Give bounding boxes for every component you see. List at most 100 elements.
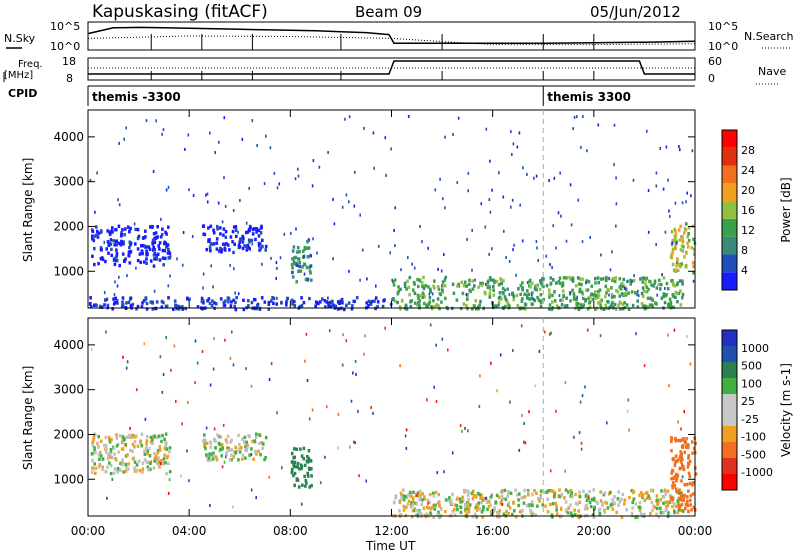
power-cell <box>250 300 254 305</box>
velocity-cell <box>551 502 555 506</box>
velocity-cell <box>677 420 679 424</box>
velocity-cell <box>115 433 118 437</box>
power-cell <box>619 301 622 305</box>
power-cell <box>291 266 294 270</box>
velocity-cell <box>662 501 665 505</box>
velocity-cell <box>680 494 684 498</box>
power-cell <box>535 283 539 288</box>
velocity-cell <box>402 488 405 492</box>
power-cell <box>318 165 321 169</box>
velocity-cell <box>631 506 634 510</box>
power-cell <box>691 149 694 153</box>
velocity-cell <box>261 446 264 450</box>
power-cell <box>112 239 115 243</box>
power-cell <box>675 264 678 268</box>
power-cell <box>162 128 165 132</box>
velocity-cell <box>626 409 629 413</box>
power-cell <box>192 194 195 197</box>
velocity-cell <box>160 462 162 466</box>
power-cell <box>298 250 301 254</box>
power-cell <box>116 284 119 288</box>
power-cell <box>325 300 328 304</box>
power-cell <box>248 186 250 190</box>
power-cell <box>648 279 651 284</box>
velocity-cell <box>687 509 690 514</box>
power-cell <box>492 293 496 297</box>
velocity-cell <box>250 488 253 492</box>
velocity-cell <box>238 450 242 454</box>
velocity-cell <box>308 485 311 489</box>
power-cell <box>109 238 113 242</box>
power-cell <box>495 304 498 308</box>
power-cell <box>555 246 557 250</box>
velocity-cell <box>226 434 230 439</box>
power-cell <box>674 229 677 234</box>
power-cell <box>118 275 120 279</box>
power-cell <box>264 244 268 249</box>
time-tick-label: 20:00 <box>577 524 612 538</box>
velocity-cell <box>517 503 520 508</box>
velocity-cell <box>122 355 124 359</box>
power-cell <box>136 247 140 251</box>
power-cell <box>93 262 96 267</box>
velocity-cell <box>620 497 623 502</box>
power-cell <box>502 291 505 296</box>
nave-tick-top: 60 <box>708 55 722 68</box>
velocity-cell <box>124 454 128 458</box>
power-cell <box>637 294 640 298</box>
velocity-cell <box>689 498 692 503</box>
power-cell <box>224 229 228 234</box>
power-cell <box>377 244 380 248</box>
velocity-cell <box>297 485 301 489</box>
velocity-cell <box>655 501 659 506</box>
velocity-cell <box>638 505 642 510</box>
velocity-cell <box>605 501 609 505</box>
velocity-cell <box>541 503 544 507</box>
velocity-cell <box>105 446 108 451</box>
power-cell <box>548 179 550 182</box>
velocity-cell <box>521 509 524 513</box>
velocity-cell <box>511 512 514 517</box>
power-cell <box>577 198 579 202</box>
power-cell <box>500 281 503 286</box>
colorbar-swatch <box>722 346 737 362</box>
velocity-cell <box>425 505 429 509</box>
power-cell <box>207 239 210 243</box>
velocity-cell <box>241 437 244 441</box>
power-cell <box>136 236 140 241</box>
power-cell <box>290 298 294 302</box>
power-cell <box>241 240 245 244</box>
velocity-cell <box>148 454 152 458</box>
power-cell <box>613 123 616 127</box>
power-cell <box>641 280 645 284</box>
power-cell <box>373 299 376 303</box>
velocity-cell <box>659 510 663 515</box>
power-cell <box>434 303 438 307</box>
velocity-cell <box>238 442 241 447</box>
velocity-cell <box>466 501 470 505</box>
velocity-cell <box>409 504 413 508</box>
power-cell <box>545 254 548 258</box>
velocity-cell <box>113 467 117 471</box>
velocity-cell <box>603 491 607 495</box>
power-cell <box>616 290 620 294</box>
velocity-cell <box>603 508 606 512</box>
velocity-cell <box>490 493 494 497</box>
power-cell <box>392 283 396 287</box>
power-cell <box>686 245 690 249</box>
power-cell <box>208 245 212 250</box>
colorbar-swatch <box>722 272 737 290</box>
power-cell <box>553 290 556 294</box>
power-cell <box>164 230 167 234</box>
velocity-cell <box>655 506 659 511</box>
power-cell <box>163 241 166 246</box>
power-cell <box>527 292 531 297</box>
power-cell <box>692 237 695 241</box>
power-cell <box>457 116 460 120</box>
power-cell <box>428 296 432 300</box>
power-cell <box>295 263 299 267</box>
power-cell <box>206 299 209 303</box>
power-cell <box>611 278 614 283</box>
velocity-cell <box>97 453 101 457</box>
power-cell <box>243 244 246 248</box>
